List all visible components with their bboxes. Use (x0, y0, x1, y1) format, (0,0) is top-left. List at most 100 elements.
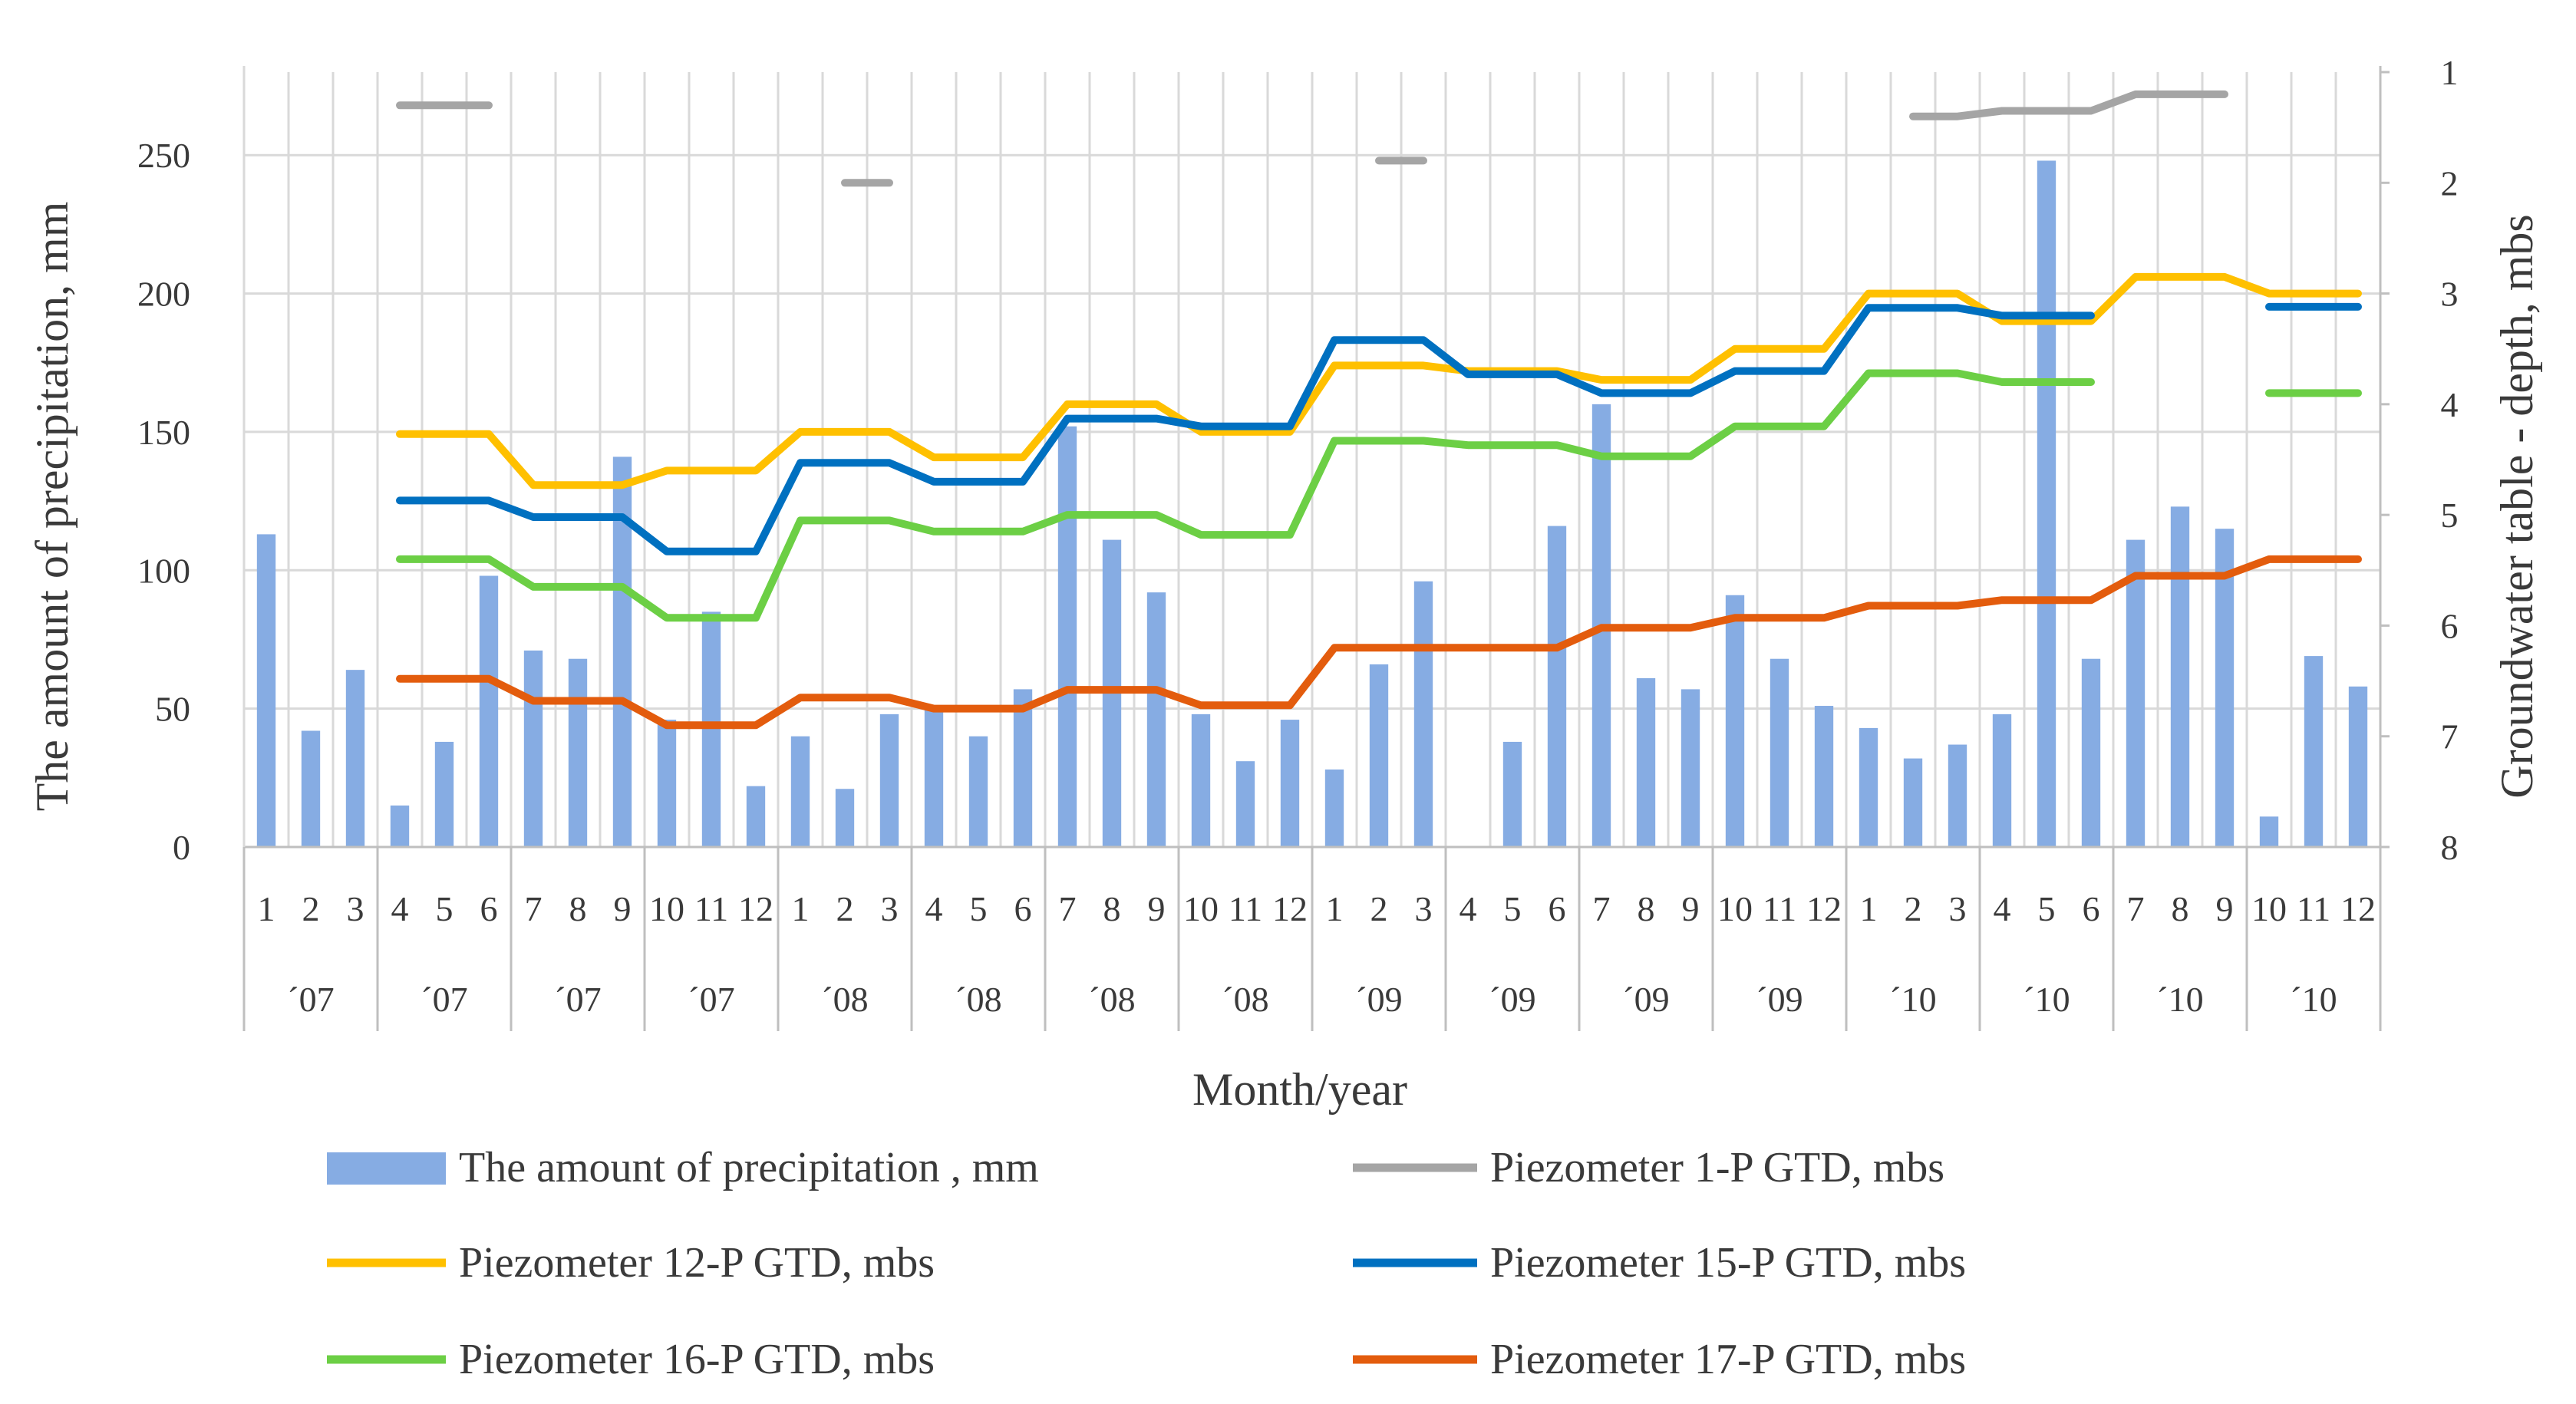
month-label: 7 (1059, 889, 1077, 928)
year-label: ´07 (287, 980, 334, 1019)
precipitation-bar (1770, 658, 1789, 847)
precipitation-bar (1057, 426, 1077, 847)
precipitation-bar (2037, 160, 2057, 847)
month-label: 9 (614, 889, 632, 928)
legend: The amount of precipitation , mm Piezome… (327, 1144, 1966, 1383)
right-tick-label: 1 (2441, 53, 2459, 92)
month-label: 5 (1504, 889, 1522, 928)
precipitation-bar (1547, 526, 1567, 847)
precipitation-bar (657, 720, 677, 847)
precipitation-bar (790, 736, 810, 847)
piezometer-lines (396, 90, 2362, 730)
month-label: 12 (738, 889, 773, 928)
month-label: 8 (1103, 889, 1121, 928)
month-label: 3 (1949, 889, 1967, 928)
legend-16p-label: Piezometer 16-P GTD, mbs (459, 1336, 935, 1383)
series-line-2 (396, 272, 2362, 489)
year-label: ´07 (421, 980, 467, 1019)
year-label: ´10 (2156, 980, 2203, 1019)
x-axis-title: Month/year (1192, 1064, 1407, 1115)
precipitation-bar (2215, 529, 2235, 847)
month-label: 6 (2083, 889, 2100, 928)
precipitation-bar (1369, 664, 1389, 847)
month-label: 6 (480, 889, 498, 928)
right-tick-label: 7 (2441, 717, 2459, 756)
right-tick-label: 2 (2441, 163, 2459, 203)
year-label: ´10 (2023, 980, 2070, 1019)
month-label: 4 (391, 889, 409, 928)
month-label: 1 (1326, 889, 1344, 928)
precipitation-bar (2126, 539, 2146, 847)
precipitation-bar (256, 534, 276, 847)
month-label: 8 (569, 889, 587, 928)
month-label: 1 (792, 889, 810, 928)
legend-17p-label: Piezometer 17-P GTD, mbs (1490, 1336, 1966, 1383)
precipitation-bar (1948, 744, 1967, 847)
year-label: ´08 (1222, 980, 1268, 1019)
precipitation-bar (835, 789, 855, 847)
month-label: 9 (1148, 889, 1166, 928)
left-tick-label: 100 (137, 551, 190, 590)
month-label: 1 (258, 889, 275, 928)
precipitation-bar (968, 736, 988, 847)
month-label: 12 (1272, 889, 1308, 928)
precipitation-bar (345, 670, 365, 847)
gridlines (242, 72, 2382, 847)
month-label: 8 (2172, 889, 2189, 928)
precipitation-bar (479, 575, 499, 847)
left-tick-label: 50 (155, 690, 190, 729)
month-label: 6 (1549, 889, 1566, 928)
precipitation-bar (746, 786, 766, 847)
month-label: 2 (836, 889, 854, 928)
precipitation-bar (568, 658, 588, 847)
year-label: ´10 (2290, 980, 2337, 1019)
month-label: 9 (2216, 889, 2234, 928)
month-label: 11 (1763, 889, 1796, 928)
precipitation-bar (2348, 686, 2368, 847)
series-line-3 (396, 304, 2095, 555)
precipitation-bar (1235, 761, 1255, 847)
series-line-5 (396, 555, 2362, 730)
year-label: ´08 (821, 980, 868, 1019)
precipitation-bar (2259, 816, 2279, 847)
legend-1p-label: Piezometer 1-P GTD, mbs (1490, 1144, 1944, 1191)
precipitation-bar (1502, 741, 1522, 847)
right-tick-label: 5 (2441, 496, 2459, 535)
precipitation-bar (1191, 714, 1211, 847)
precipitation-bar (1903, 758, 1923, 847)
precipitation-bar (523, 650, 543, 847)
right-tick-label: 4 (2441, 385, 2459, 424)
month-label: 3 (347, 889, 364, 928)
year-label: ´09 (1355, 980, 1402, 1019)
precipitation-bar (1013, 689, 1033, 847)
series-line-4 (396, 369, 2095, 622)
month-label: 5 (970, 889, 988, 928)
year-label: ´10 (1889, 980, 1936, 1019)
precipitation-bar (2170, 506, 2190, 847)
month-label: 5 (436, 889, 454, 928)
precipitation-bar (1859, 727, 1878, 847)
right-tick-label: 3 (2441, 275, 2459, 314)
month-label: 7 (2127, 889, 2145, 928)
precipitation-bar (1280, 720, 1300, 847)
left-axis-title: The amount of precipitation, mm (27, 202, 78, 812)
series-line-1 (1909, 90, 2228, 120)
legend-15p-label: Piezometer 15-P GTD, mbs (1490, 1239, 1966, 1287)
month-label: 12 (1806, 889, 1842, 928)
right-tick-label: 8 (2441, 828, 2459, 867)
precipitation-bar (2304, 656, 2324, 847)
legend-12p-label: Piezometer 12-P GTD, mbs (459, 1239, 935, 1287)
month-label: 11 (694, 889, 728, 928)
left-tick-label: 200 (137, 275, 190, 314)
year-label: ´08 (955, 980, 1001, 1019)
year-label: ´09 (1756, 980, 1803, 1019)
right-axis-title: Groundwater table - depth, mbs (2492, 214, 2542, 798)
precipitation-bar (434, 741, 454, 847)
year-label: ´07 (554, 980, 601, 1019)
month-label: 4 (1460, 889, 1477, 928)
year-label: ´07 (688, 980, 734, 1019)
month-label: 11 (2297, 889, 2330, 928)
month-label: 11 (1229, 889, 1262, 928)
left-tick-label: 150 (137, 413, 190, 452)
